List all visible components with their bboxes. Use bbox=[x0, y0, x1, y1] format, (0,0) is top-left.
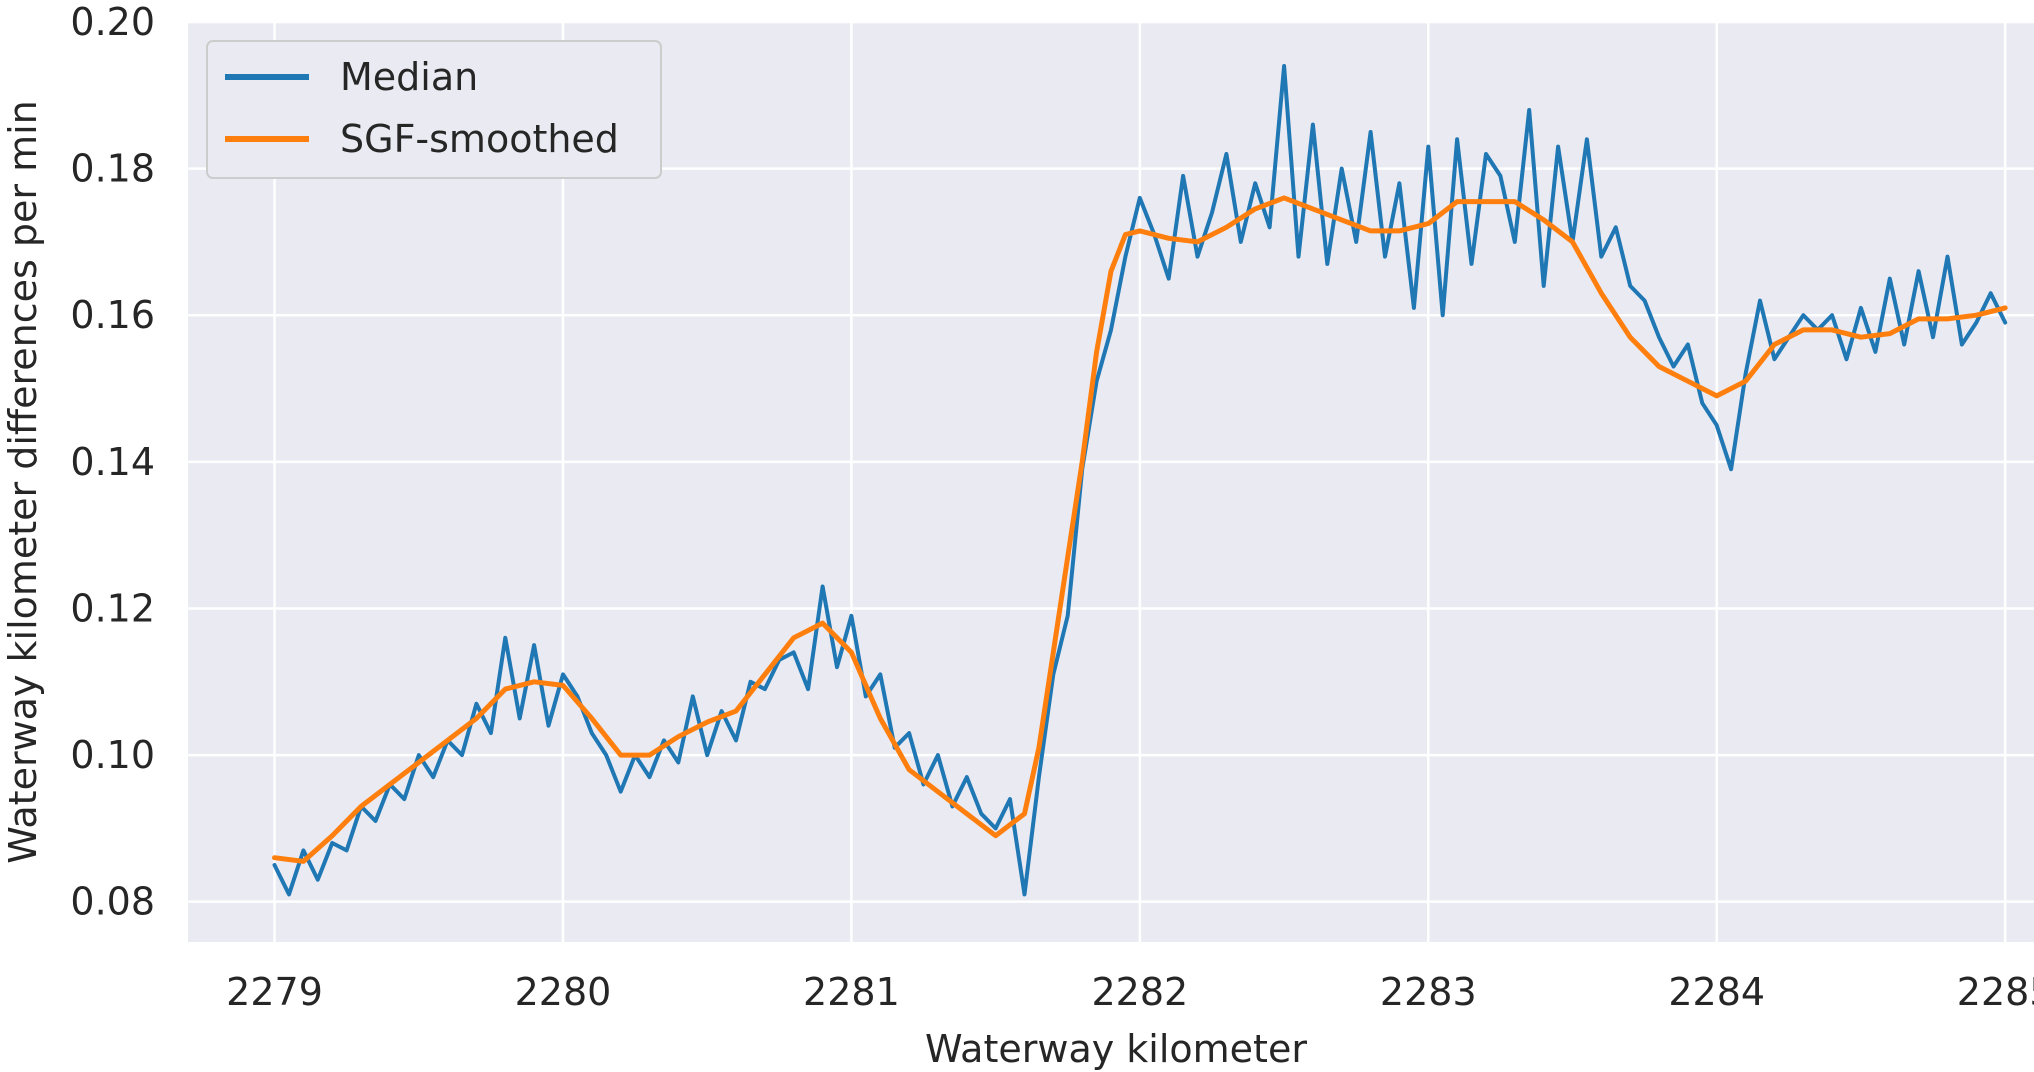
legend-label-sgf-smoothed: SGF-smoothed bbox=[340, 117, 619, 161]
legend-label-median: Median bbox=[340, 55, 478, 99]
x-tick-label: 2280 bbox=[515, 970, 612, 1014]
x-tick-label: 2281 bbox=[803, 970, 900, 1014]
series-lines bbox=[272, 64, 2008, 897]
y-axis-label: Waterway kilometer differences per min bbox=[1, 100, 45, 864]
x-axis-label: Waterway kilometer bbox=[925, 1027, 1307, 1071]
legend: Median SGF-smoothed bbox=[206, 40, 662, 179]
y-tick-labels: 0.08 0.10 0.12 0.14 0.16 0.18 0.20 bbox=[70, 0, 155, 924]
x-tick-label: 2279 bbox=[226, 970, 323, 1014]
y-tick-label: 0.16 bbox=[70, 293, 155, 337]
y-tick-label: 0.14 bbox=[70, 440, 155, 484]
legend-box bbox=[206, 40, 662, 179]
gridlines bbox=[188, 20, 2034, 942]
y-tick-label: 0.10 bbox=[70, 733, 155, 777]
y-tick-label: 0.08 bbox=[70, 880, 155, 924]
x-tick-label: 2283 bbox=[1380, 970, 1477, 1014]
y-tick-label: 0.12 bbox=[70, 586, 155, 630]
x-tick-label: 2282 bbox=[1091, 970, 1188, 1014]
x-tick-labels: 2279 2280 2281 2282 2283 2284 2285 bbox=[226, 970, 2034, 1014]
x-tick-label: 2284 bbox=[1668, 970, 1765, 1014]
series-line-sgf-smoothed bbox=[272, 195, 2008, 864]
y-tick-label: 0.20 bbox=[70, 0, 155, 44]
y-tick-label: 0.18 bbox=[70, 147, 155, 191]
series-line-median bbox=[272, 64, 2008, 897]
x-tick-label: 2285 bbox=[1957, 970, 2034, 1014]
